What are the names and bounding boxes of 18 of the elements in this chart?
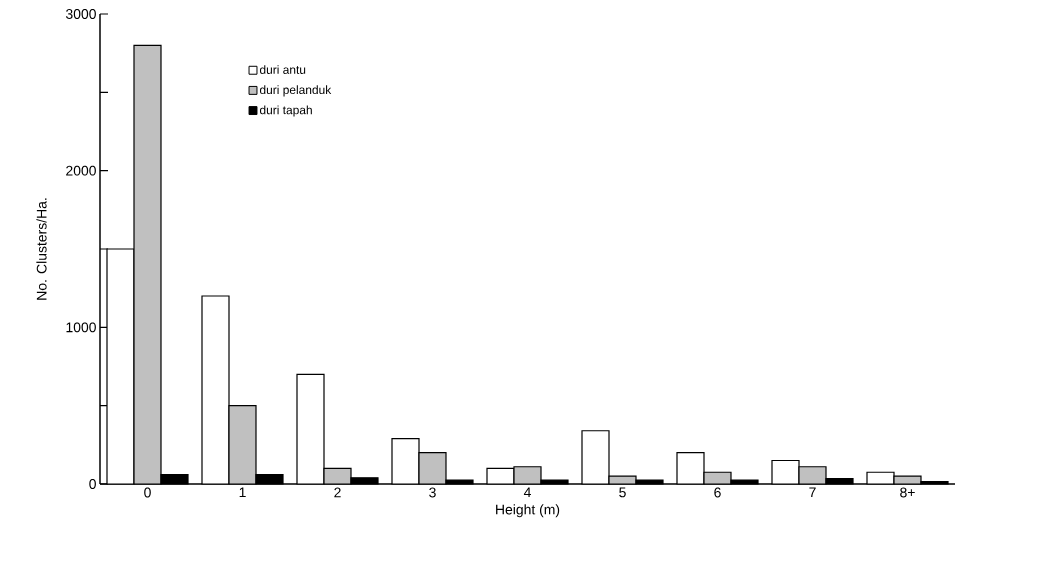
x-tick-label: 2 [334,487,341,498]
y-tick-label: 1000 [66,322,96,333]
legend-label: duri pelanduk [259,85,332,97]
legend-label: duri antu [259,65,306,74]
x-tick-label: 0 [144,487,151,498]
x-axis-title: Height (m) [496,504,560,518]
x-tick-label: 7 [809,487,816,498]
x-tick-label: 6 [714,487,721,498]
x-tick-label: 4 [523,487,531,498]
x-tick-label: 5 [619,487,626,498]
y-axis-title: No. Clusters/Ha. [36,198,47,300]
y-tick-label: 0 [89,479,96,489]
legend-label: duri tapah [259,105,312,117]
y-tick-label: 3000 [65,9,96,19]
y-tick-label: 2000 [66,165,96,176]
x-tick-label: 3 [429,487,436,498]
x-tick-label: 8+ [900,487,915,498]
x-tick-label: 1 [239,487,246,498]
